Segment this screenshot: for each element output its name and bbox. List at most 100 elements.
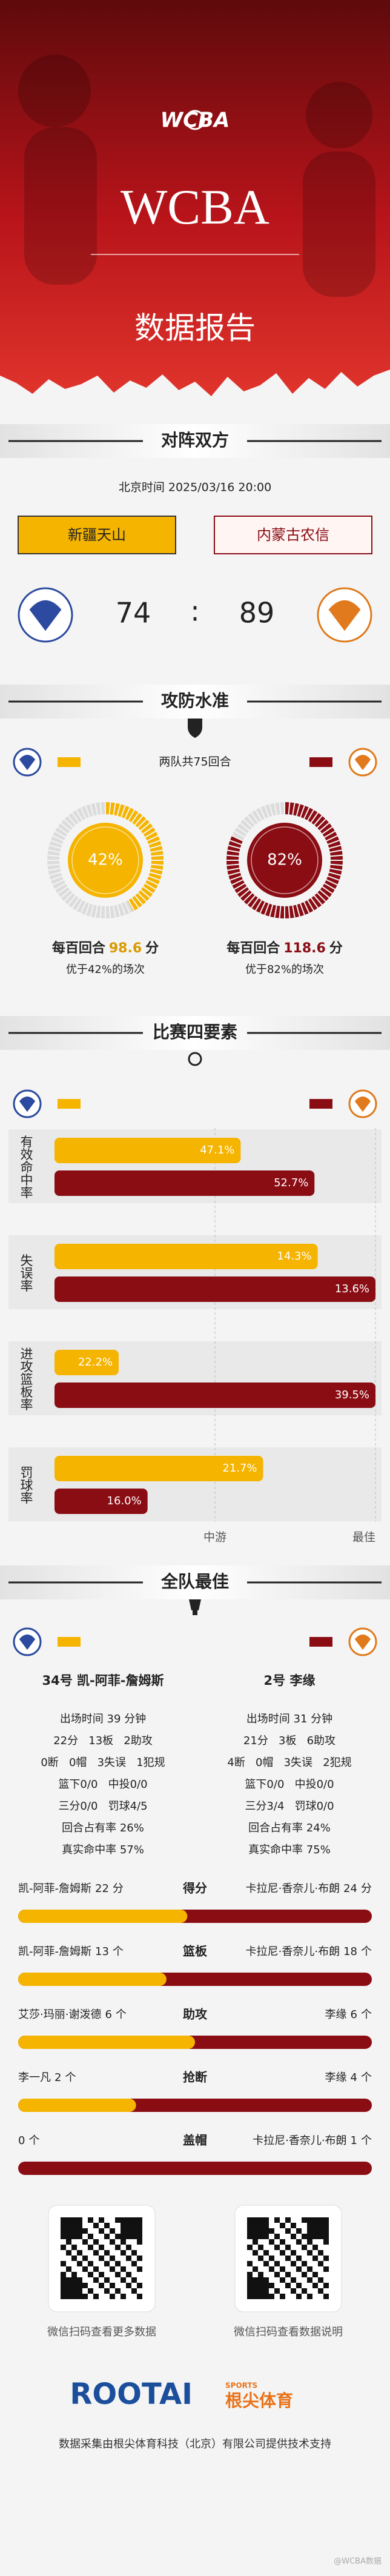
qr-cell (274, 2272, 280, 2277)
donut-caption: 优于82%的场次 (245, 963, 324, 976)
leader-unit: 个 (361, 2071, 372, 2084)
qr-cell (121, 2294, 126, 2299)
qr-cell (137, 2266, 142, 2272)
qr-cell (121, 2234, 126, 2239)
qr-cell (99, 2245, 104, 2250)
donut-core-ring (251, 826, 319, 894)
player-stat: 0断 0帽 3失误 1犯规 (41, 1756, 165, 1769)
qr-cell (99, 2228, 104, 2234)
qr-cell (302, 2245, 307, 2250)
qr-cell (263, 2234, 269, 2239)
donut-tick-gap (149, 867, 164, 872)
section-icon (188, 719, 202, 738)
qr-cell (77, 2234, 82, 2239)
factor-label: 有效命中率 (19, 1135, 33, 1199)
qr-cell (88, 2245, 93, 2250)
qr-cell (253, 2234, 258, 2239)
donut-tick-gap (263, 902, 270, 917)
factor-value-label: 39.5% (335, 1389, 369, 1401)
qr-caption: 微信扫码查看更多数据 (47, 2326, 156, 2339)
leader-unit: 个 (361, 2134, 372, 2147)
donut-tick-gap (120, 804, 127, 818)
team-logo-wing (19, 1634, 36, 1650)
qr-cell (296, 2266, 302, 2272)
qr-cell (280, 2277, 285, 2283)
team-name: 内蒙古农信 (257, 526, 329, 543)
leader-name: 卡拉尼·香奈儿·布朗 (246, 1882, 340, 1895)
leader-category: 得分 (182, 1881, 207, 1896)
qr-cell (121, 2217, 126, 2223)
qr-cell (318, 2228, 323, 2234)
player-stat: 三分0/0 罚球4/5 (58, 1800, 147, 1813)
team-logo-wing (354, 754, 371, 771)
qr-cell (291, 2288, 296, 2294)
donut-tick-gap (94, 802, 99, 817)
legend-swatch (58, 1637, 81, 1647)
section-title: 比赛四要素 (153, 1022, 237, 1042)
leader-text: 李一凡 2 个 (18, 2071, 76, 2084)
donut-tick-gap (321, 885, 334, 895)
qr-cell (253, 2288, 258, 2294)
player-stat: 回合占有率 24% (248, 1822, 331, 1834)
qr-cell (323, 2217, 329, 2223)
donut-tick-gap (228, 839, 243, 846)
leader-unit: 分 (113, 1882, 124, 1895)
qr-cell (82, 2294, 88, 2299)
qr-cell (312, 2272, 318, 2277)
match-datetime: 北京时间 2025/03/16 20:00 (119, 481, 271, 494)
silhouette (303, 151, 375, 297)
donut-tick-gap (147, 875, 162, 881)
qr-cell (99, 2217, 104, 2223)
header-banner (0, 0, 390, 396)
player-stat: 篮下0/0 中投0/0 (245, 1778, 334, 1791)
qr-cell (247, 2288, 253, 2294)
qr-cell (269, 2256, 274, 2261)
leader-category: 盖帽 (183, 2133, 207, 2148)
factor-bar (55, 1489, 148, 1514)
leader-name: 李缘 (325, 2071, 347, 2084)
donut-tick-gap (323, 830, 337, 838)
donut-tick-gap (51, 878, 65, 886)
qr-cell (66, 2283, 71, 2288)
donut-tick-gap (254, 808, 263, 822)
leader-text: 凯-阿菲-詹姆斯 22 分 (18, 1882, 124, 1895)
qr-cell (88, 2272, 93, 2277)
donut-tick-gap (48, 871, 62, 877)
qr-cell (307, 2266, 312, 2272)
team-logo-wing (354, 1096, 371, 1112)
qr-cell (263, 2250, 269, 2256)
legend-swatch (309, 757, 332, 767)
qr-cell (247, 2217, 253, 2223)
qr-cell (121, 2250, 126, 2256)
away-score: 89 (239, 597, 275, 629)
qr-cell (302, 2217, 307, 2223)
qr-cell (137, 2234, 142, 2239)
donut-tick-gap (263, 804, 270, 818)
qr-cell (93, 2294, 99, 2299)
qr-cell (82, 2283, 88, 2288)
qr-cell (115, 2261, 121, 2266)
x-tick-label: 最佳 (352, 1531, 375, 1544)
donut-tick-gap (319, 888, 331, 899)
qr-cell (110, 2228, 115, 2234)
qr-cell (280, 2266, 285, 2272)
donut-tick-gap (136, 817, 148, 829)
qr-cell (258, 2294, 263, 2299)
leader-value: 6 (105, 2008, 111, 2021)
leader-value: 18 (343, 1945, 357, 1958)
silhouette (306, 82, 372, 148)
qr-cell (253, 2239, 258, 2245)
donut-tick-gap (254, 898, 263, 912)
factor-label: 进攻篮板率 (19, 1347, 33, 1411)
donut-tick-gap (268, 903, 274, 918)
player-stat: 真实命中率 57% (62, 1844, 144, 1856)
donut-tick-gap (51, 834, 65, 842)
donut-tick-gap (150, 854, 165, 857)
donut-tick-gap (142, 885, 154, 895)
leader-unit: 个 (361, 1945, 372, 1958)
qr-cell (302, 2234, 307, 2239)
brand-cn: 根尖体育 (225, 2391, 293, 2411)
qr-cell (307, 2234, 312, 2239)
factor-value-label: 21.7% (222, 1462, 257, 1475)
